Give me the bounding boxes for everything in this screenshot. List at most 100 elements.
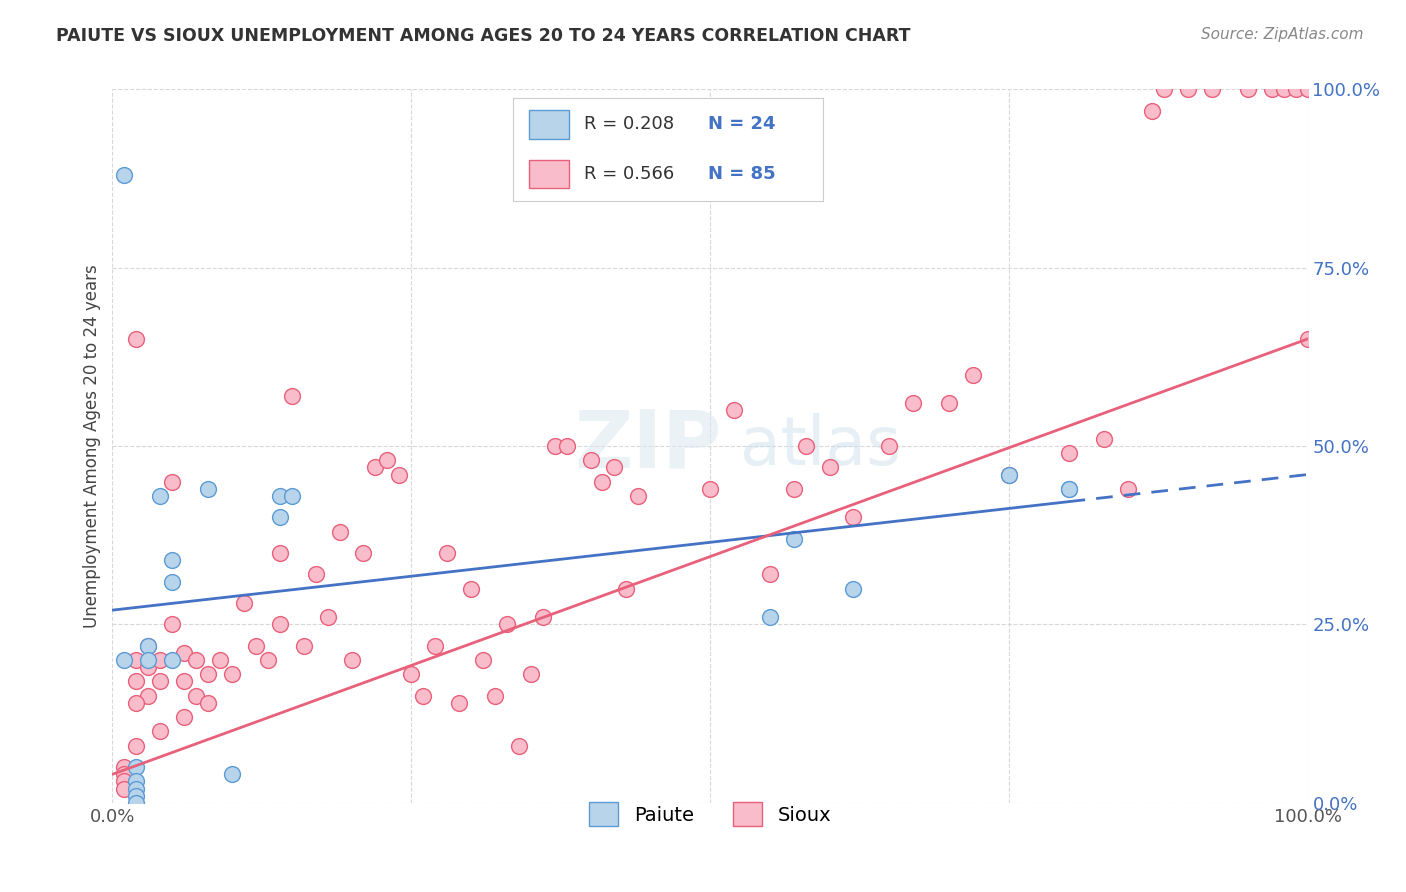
Point	[114, 767, 135, 781]
Point	[125, 653, 148, 667]
Point	[114, 781, 135, 796]
Point	[162, 617, 183, 632]
Point	[543, 439, 565, 453]
Point	[1142, 103, 1164, 118]
Point	[138, 689, 160, 703]
Point	[162, 553, 183, 567]
Text: R = 0.208: R = 0.208	[585, 115, 675, 133]
Point	[627, 489, 650, 503]
Point	[879, 439, 901, 453]
Text: N = 85: N = 85	[709, 164, 776, 183]
Text: PAIUTE VS SIOUX UNEMPLOYMENT AMONG AGES 20 TO 24 YEARS CORRELATION CHART: PAIUTE VS SIOUX UNEMPLOYMENT AMONG AGES …	[56, 27, 911, 45]
Point	[173, 674, 195, 689]
FancyBboxPatch shape	[529, 111, 569, 139]
Point	[1153, 82, 1175, 96]
Legend: Paiute, Sioux: Paiute, Sioux	[579, 793, 841, 836]
Point	[281, 389, 304, 403]
Point	[425, 639, 447, 653]
Point	[1057, 482, 1080, 496]
Point	[125, 774, 148, 789]
Point	[114, 168, 135, 182]
Point	[125, 332, 148, 346]
Point	[269, 617, 291, 632]
Point	[149, 674, 172, 689]
Point	[962, 368, 984, 382]
Point	[377, 453, 399, 467]
Point	[555, 439, 578, 453]
Point	[269, 489, 291, 503]
Point	[197, 667, 219, 681]
Point	[842, 510, 865, 524]
Point	[269, 546, 291, 560]
Point	[1296, 82, 1319, 96]
Point	[138, 660, 160, 674]
Point	[699, 482, 721, 496]
Point	[531, 610, 554, 624]
Point	[603, 460, 626, 475]
Point	[592, 475, 614, 489]
Point	[1057, 446, 1080, 460]
Point	[162, 653, 183, 667]
Point	[449, 696, 471, 710]
Point	[1272, 82, 1295, 96]
Point	[209, 653, 232, 667]
Point	[616, 582, 638, 596]
Point	[484, 689, 506, 703]
Point	[1177, 82, 1199, 96]
Point	[245, 639, 267, 653]
Point	[138, 653, 160, 667]
Point	[903, 396, 925, 410]
Point	[460, 582, 482, 596]
Point	[353, 546, 375, 560]
Point	[233, 596, 256, 610]
Point	[842, 582, 865, 596]
Point	[579, 453, 602, 467]
Point	[125, 696, 148, 710]
Point	[221, 767, 243, 781]
Text: ZIP: ZIP	[575, 407, 723, 485]
Point	[1285, 82, 1308, 96]
Point	[723, 403, 745, 417]
Point	[162, 475, 183, 489]
Point	[938, 396, 960, 410]
Point	[496, 617, 519, 632]
Point	[149, 653, 172, 667]
Point	[197, 696, 219, 710]
Point	[1094, 432, 1116, 446]
Point	[125, 781, 148, 796]
Point	[114, 760, 135, 774]
Point	[138, 639, 160, 653]
Point	[305, 567, 328, 582]
Point	[1237, 82, 1260, 96]
Point	[388, 467, 411, 482]
Point	[186, 653, 208, 667]
Point	[329, 524, 352, 539]
Text: atlas: atlas	[740, 413, 901, 479]
Point	[759, 610, 782, 624]
Point	[316, 610, 339, 624]
Point	[173, 710, 195, 724]
Point	[125, 760, 148, 774]
Point	[818, 460, 841, 475]
Text: R = 0.566: R = 0.566	[585, 164, 675, 183]
Point	[269, 510, 291, 524]
Point	[998, 467, 1021, 482]
Point	[759, 567, 782, 582]
Point	[783, 482, 806, 496]
Point	[520, 667, 543, 681]
Point	[149, 724, 172, 739]
Point	[292, 639, 315, 653]
Point	[472, 653, 495, 667]
Point	[401, 667, 423, 681]
Point	[998, 467, 1021, 482]
Point	[114, 653, 135, 667]
Point	[125, 796, 148, 810]
Point	[1296, 332, 1319, 346]
Point	[125, 789, 148, 803]
Point	[186, 689, 208, 703]
Point	[149, 489, 172, 503]
Point	[197, 482, 219, 496]
Point	[1057, 482, 1080, 496]
Point	[364, 460, 387, 475]
Point	[412, 689, 434, 703]
